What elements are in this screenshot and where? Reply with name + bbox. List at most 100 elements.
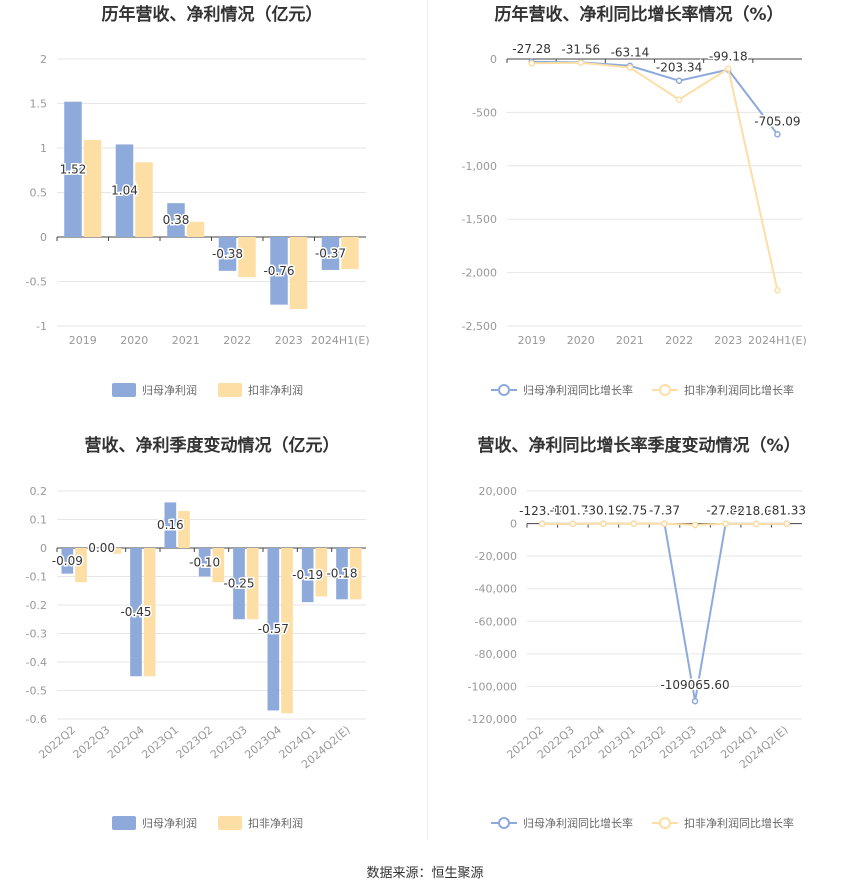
- x-tick-label: 2022Q3: [71, 723, 113, 761]
- x-tick-label: 2023Q1: [139, 723, 181, 761]
- y-tick-label: -1: [36, 320, 47, 333]
- bar-deducted-net-profit: [178, 510, 190, 548]
- y-tick-label: -500: [472, 106, 497, 119]
- legend-label: 扣非净利润: [248, 383, 303, 397]
- x-tick-label: 2023Q4: [242, 723, 284, 761]
- x-tick-label: 2023Q2: [174, 723, 216, 761]
- chart-title: 历年营收、净利同比增长率情况（%）: [494, 4, 783, 25]
- y-tick-label: -40,000: [475, 583, 517, 596]
- y-tick-label: 20,000: [479, 485, 518, 498]
- data-label: -203.34: [656, 61, 702, 75]
- x-tick-label: 2022: [223, 334, 251, 347]
- bar-parent-net-profit: [301, 548, 314, 603]
- series-point-deducted: [661, 520, 668, 527]
- bar-deducted-net-profit: [341, 237, 359, 270]
- legend-label: 归母净利润同比增长率: [523, 816, 633, 830]
- data-label: -0.45: [120, 605, 151, 619]
- data-label: -27.28: [512, 42, 551, 56]
- series-point-deducted: [528, 60, 535, 67]
- series-point-parent: [774, 131, 781, 138]
- y-tick-label: -20,000: [475, 550, 517, 563]
- bar-deducted-net-profit: [281, 548, 293, 714]
- legend-swatch: [218, 816, 242, 830]
- data-label: 2.75: [621, 504, 648, 518]
- data-label: -0.18: [326, 567, 357, 581]
- y-tick-label: -100,000: [468, 680, 517, 693]
- series-line-parent: [542, 522, 787, 702]
- bar-deducted-net-profit: [246, 548, 259, 620]
- x-tick-label: 2024H1(E): [748, 334, 807, 347]
- legend-swatch: [112, 383, 136, 397]
- data-label: 0.38: [163, 213, 190, 227]
- legend-swatch: [218, 383, 242, 397]
- x-tick-label: 2023: [714, 334, 742, 347]
- data-label: -27.86: [706, 504, 745, 518]
- bar-parent-net-profit: [130, 548, 142, 677]
- series-point-deducted: [725, 65, 732, 72]
- data-label: -101.77: [550, 504, 596, 518]
- legend-marker: [659, 817, 671, 829]
- series-point-deducted: [752, 520, 760, 528]
- series-point-deducted: [691, 521, 699, 529]
- bar-parent-net-profit: [167, 203, 185, 237]
- annual-growth-chart: 历年营收、净利同比增长率情况（%） 0 -500 -1,000 -1,500 -2,000…: [462, 4, 807, 397]
- legend-marker: [498, 384, 510, 396]
- data-label: -705.09: [754, 114, 800, 128]
- data-label: 0.00: [88, 541, 115, 555]
- data-label: -99.18: [709, 50, 748, 64]
- y-tick-label: -1,000: [462, 160, 497, 173]
- legend-label: 归母净利润同比增长率: [523, 383, 633, 397]
- y-tick-label: -0.3: [26, 628, 47, 641]
- bar-parent-net-profit: [218, 237, 237, 271]
- y-tick-label: -0.2: [26, 599, 47, 612]
- bar-parent-net-profit: [321, 237, 340, 270]
- bar-parent-net-profit: [233, 548, 245, 620]
- y-tick-label: 0.5: [30, 187, 48, 200]
- data-label: -0.10: [189, 555, 220, 569]
- chart-title: 营收、净利季度变动情况（亿元）: [85, 435, 340, 456]
- x-tick-label: 2023Q3: [208, 723, 250, 761]
- legend-marker: [498, 817, 510, 829]
- y-tick-label: -80,000: [475, 648, 517, 661]
- data-label: -0.57: [258, 622, 289, 636]
- y-tick-label: 0: [40, 542, 47, 555]
- bar-parent-net-profit: [270, 237, 288, 305]
- annual-profit-chart: 历年营收、净利情况（亿元） 2 1.5 1 0.5 0 -0.5 -1 2019 2020 2021…: [26, 4, 370, 397]
- data-label: -0.09: [52, 554, 83, 568]
- data-label: -109065.60: [660, 678, 729, 692]
- bar-deducted-net-profit: [349, 548, 362, 600]
- bar-parent-net-profit: [61, 548, 74, 574]
- y-tick-label: -0.5: [26, 685, 47, 698]
- y-tick-label: -1,500: [462, 213, 497, 226]
- y-tick-label: 0: [490, 53, 497, 66]
- bar-parent-net-profit: [115, 144, 134, 237]
- data-label: -7.37: [649, 504, 680, 518]
- series-point-parent: [691, 697, 699, 705]
- y-tick-label: -0.5: [26, 276, 47, 289]
- bar-parent-net-profit: [64, 101, 82, 237]
- bar-parent-net-profit: [164, 502, 177, 548]
- series-line-deducted: [531, 61, 779, 291]
- y-tick-label: 0: [510, 518, 517, 531]
- x-tick-label: 2021: [616, 334, 644, 347]
- x-tick-label: 2022: [665, 334, 693, 347]
- bar-deducted-net-profit: [289, 237, 308, 310]
- y-tick-label: 1.5: [30, 98, 48, 111]
- y-tick-label: -120,000: [468, 713, 517, 726]
- y-tick-label: 0.2: [30, 485, 48, 498]
- chart-title: 历年营收、净利情况（亿元）: [102, 4, 323, 25]
- data-label: -30.19: [584, 504, 623, 518]
- bar-parent-net-profit: [267, 548, 280, 711]
- bar-deducted-net-profit: [135, 162, 153, 237]
- data-label: -63.14: [611, 46, 650, 60]
- legend-marker: [659, 384, 671, 396]
- x-tick-label: 2022Q4: [105, 723, 147, 761]
- series-point-deducted: [774, 286, 781, 294]
- chart-title: 营收、净利同比增长率季度变动情况（%）: [477, 435, 800, 456]
- legend-label: 扣非净利润同比增长率: [684, 383, 794, 397]
- x-tick-label: 2020: [120, 334, 148, 347]
- data-label: -81.33: [767, 504, 806, 518]
- data-label: -0.76: [263, 264, 294, 278]
- series-point-deducted: [675, 96, 683, 103]
- data-label: 0.16: [157, 518, 184, 532]
